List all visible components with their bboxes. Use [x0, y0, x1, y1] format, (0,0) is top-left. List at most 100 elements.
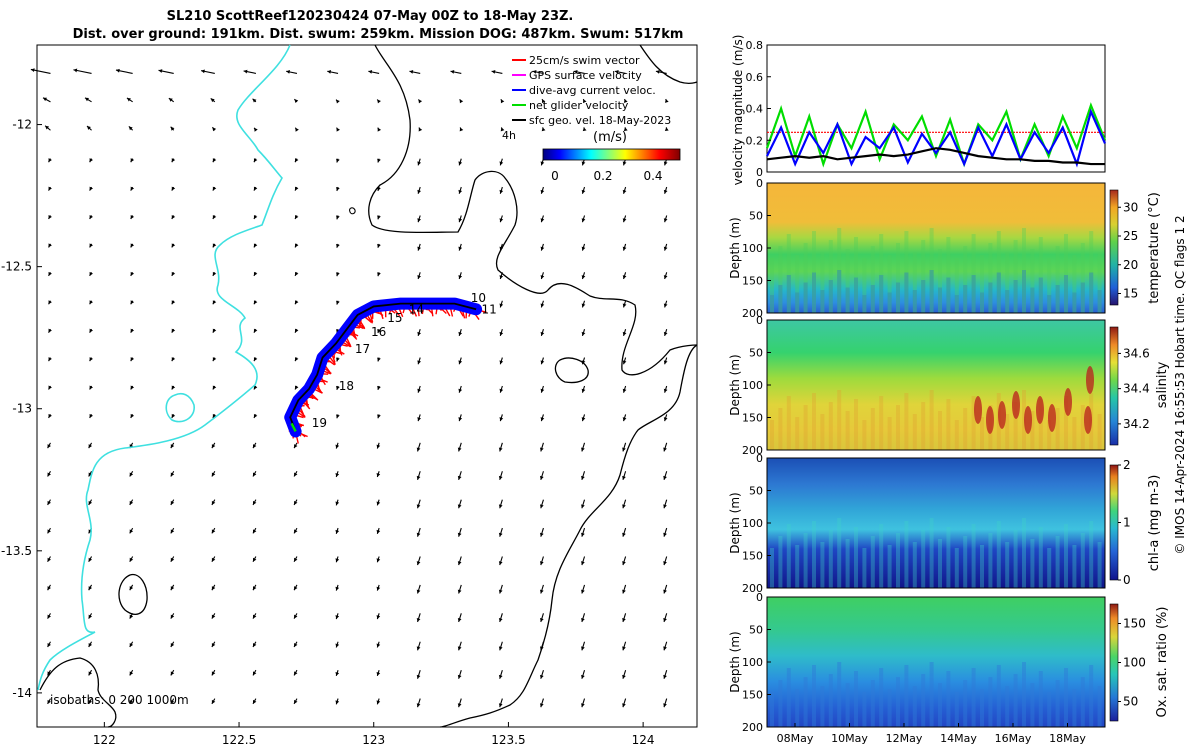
current-vector-head	[417, 189, 422, 194]
current-vector-head	[377, 99, 381, 104]
current-vector-head	[89, 271, 93, 276]
current-vector-head	[212, 413, 217, 418]
wave-stripe	[929, 270, 934, 313]
current-vector-head	[294, 500, 298, 505]
current-vector-head	[211, 586, 216, 591]
current-vector-head	[458, 275, 463, 280]
wave-stripe	[1022, 270, 1026, 313]
map-ytick-label: -13.5	[1, 544, 32, 558]
map-ytick-label: -12.5	[1, 260, 32, 274]
wave-stripe	[812, 231, 816, 313]
wave-stripe	[963, 536, 968, 588]
wave-stripe	[820, 414, 825, 450]
current-vector-head	[295, 271, 299, 276]
legend-label: GPS surface velocity	[529, 69, 642, 82]
current-vector-head	[663, 475, 667, 480]
wave-stripe	[938, 287, 942, 313]
wave-stripe	[1064, 396, 1068, 450]
time-xtick-label: 12May	[886, 732, 923, 745]
temperature-ytick-label: 100	[742, 242, 763, 255]
current-vector-head	[294, 614, 298, 619]
current-vector-head	[377, 414, 381, 419]
high-salinity-patch	[1084, 406, 1092, 434]
current-vector-head	[498, 475, 503, 480]
current-vector-head	[294, 557, 298, 562]
current-vector-head	[540, 303, 545, 308]
coastline-0m	[37, 44, 291, 691]
current-vector-head	[418, 99, 423, 104]
current-vector-head	[663, 447, 667, 452]
current-vector-head	[295, 328, 299, 333]
current-vector-head	[210, 98, 215, 103]
wave-stripe	[896, 282, 900, 313]
wave-stripe	[1030, 411, 1035, 450]
current-vector-head	[499, 189, 504, 194]
current-vector-head	[253, 357, 258, 362]
current-vector-head	[115, 68, 120, 73]
wave-stripe	[1013, 240, 1018, 313]
velocity-ylabel: velocity magnitude (m/s)	[731, 35, 745, 186]
wave-stripe	[946, 671, 951, 727]
isobath-200m-north	[639, 44, 698, 84]
current-vector-head	[416, 589, 421, 594]
wave-stripe	[1038, 237, 1043, 313]
current-vector-head	[47, 671, 51, 676]
current-vector-head	[539, 532, 544, 537]
current-vector-head	[663, 189, 668, 194]
wave-stripe	[1038, 671, 1043, 727]
wave-stripe	[929, 518, 934, 588]
current-vector-head	[498, 561, 503, 566]
wave-stripe	[812, 272, 816, 313]
wave-stripe	[837, 518, 842, 588]
current-vector-head	[129, 643, 134, 648]
chla-cbtick-label: 0	[1123, 573, 1131, 587]
oxygen-cbtick-label: 100	[1123, 656, 1146, 670]
current-vector-head	[663, 417, 668, 422]
wave-stripe	[963, 408, 968, 450]
oxygen-ytick-label: 0	[756, 591, 763, 604]
time-xtick-label: 14May	[940, 732, 977, 745]
wave-stripe	[803, 677, 808, 727]
current-vector-head	[581, 246, 586, 251]
salinity-cbtick-label: 34.6	[1123, 346, 1150, 360]
current-vector-head	[457, 504, 462, 509]
current-vector-head	[211, 614, 216, 619]
current-vector-head	[377, 385, 381, 390]
isobath-1000m-main	[368, 44, 698, 376]
current-vector-head	[253, 643, 257, 648]
wave-stripe	[996, 272, 1001, 313]
chla-ytick-label: 50	[749, 485, 763, 498]
current-vector-head	[499, 218, 504, 223]
current-vector-head	[211, 643, 216, 648]
wave-stripe	[1030, 683, 1035, 727]
current-vector-head	[130, 328, 135, 333]
wave-stripe	[778, 246, 783, 313]
wave-stripe	[1080, 533, 1085, 588]
wave-stripe	[778, 285, 783, 313]
current-vector-head	[499, 331, 504, 336]
current-vector-head	[499, 360, 504, 365]
current-vector-head	[128, 126, 133, 131]
track-time-label: 16	[371, 325, 386, 339]
oxygen-cblabel: Ox. sat. ratio (%)	[1155, 607, 1170, 718]
wave-stripe	[778, 680, 783, 727]
current-vector-head	[130, 186, 135, 191]
wave-stripe	[795, 292, 800, 313]
current-vector-head	[540, 161, 545, 166]
current-vector-head	[539, 447, 544, 452]
current-vector-head	[539, 703, 544, 708]
map-xtick-label: 123.5	[491, 733, 525, 747]
wave-stripe	[1064, 275, 1068, 313]
current-vector-head	[581, 275, 586, 280]
wave-stripe	[938, 249, 942, 313]
current-vector-head	[129, 557, 134, 562]
current-vector-head	[171, 413, 176, 418]
track-time-label: 17	[355, 342, 370, 356]
current-vector-head	[418, 127, 423, 132]
current-vector-head	[211, 557, 216, 562]
wave-stripe	[980, 545, 984, 588]
current-vector-head	[47, 500, 51, 505]
wave-stripe	[963, 680, 968, 727]
current-vector-head	[663, 589, 667, 594]
time-xtick-label: 08May	[777, 732, 814, 745]
